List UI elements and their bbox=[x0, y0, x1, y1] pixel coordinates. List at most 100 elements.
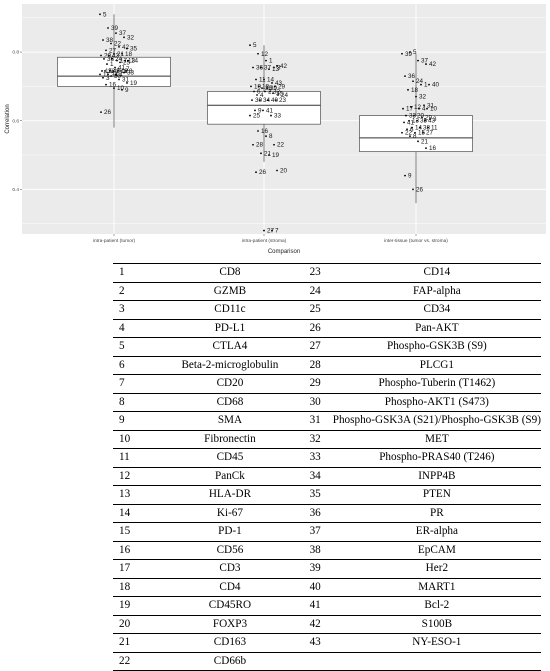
legend-cell-n: 4 bbox=[113, 318, 155, 338]
legend-row: 21 CD163 43 NY-ESO-1 bbox=[113, 633, 541, 652]
x-axis-title: Comparison bbox=[268, 249, 300, 255]
point-label: 40 bbox=[271, 97, 279, 104]
point-label: 15 bbox=[105, 68, 113, 75]
point-label: 33 bbox=[127, 70, 135, 77]
data-point bbox=[105, 49, 107, 52]
data-point bbox=[100, 54, 102, 57]
legend-cell-n2: 30 bbox=[305, 392, 333, 412]
point-label: 13 bbox=[412, 118, 420, 125]
data-point bbox=[121, 52, 123, 55]
point-label: 37 bbox=[421, 58, 429, 65]
data-point bbox=[126, 47, 128, 50]
data-point bbox=[110, 42, 112, 45]
point-label: 4 bbox=[119, 71, 123, 78]
point-label: 38 bbox=[265, 85, 273, 92]
data-point bbox=[425, 63, 427, 65]
legend-cell-n2: 41 bbox=[305, 596, 333, 615]
data-point bbox=[107, 73, 109, 76]
data-point bbox=[412, 188, 414, 191]
point-label: 20 bbox=[280, 167, 288, 174]
point-label: 40 bbox=[432, 82, 440, 89]
point-label: 42 bbox=[122, 44, 130, 51]
point-label: 13 bbox=[128, 58, 136, 65]
y-axis-ticks: 0.4 0.6 0.8 bbox=[12, 50, 22, 193]
data-point bbox=[415, 95, 417, 98]
point-label: 16 bbox=[429, 145, 437, 152]
point-label: 5 bbox=[103, 11, 107, 18]
legend-cell-name2: EpCAM bbox=[332, 540, 541, 560]
legend-cell-n: 17 bbox=[113, 559, 155, 578]
data-point bbox=[111, 58, 113, 60]
legend-row: 5 CTLA4 27 Phospho-GSK3B (S9) bbox=[113, 337, 541, 356]
legend-cell-name2: Bcl-2 bbox=[332, 596, 541, 615]
data-point bbox=[258, 85, 260, 88]
legend-cell-n: 5 bbox=[113, 337, 155, 356]
point-label: 41 bbox=[118, 65, 126, 72]
point-label: 22 bbox=[114, 40, 122, 47]
point-label: 11 bbox=[103, 71, 110, 78]
legend-cell-n2: 31 bbox=[305, 411, 333, 430]
point-label: 8 bbox=[413, 133, 417, 140]
point-label: 36 bbox=[256, 65, 264, 72]
data-point bbox=[411, 126, 413, 129]
data-point bbox=[251, 99, 253, 102]
legend-row: 9 SMA 31 Phospho-GSK3A (S21)/Phospho-GSK3B … bbox=[113, 411, 541, 430]
legend-cell-name: CD45 bbox=[154, 448, 306, 467]
point-label: 19 bbox=[272, 152, 280, 159]
legend-cell-name: CD66b bbox=[154, 651, 306, 671]
legend-cell-n2: 42 bbox=[305, 614, 333, 634]
data-point bbox=[118, 46, 120, 48]
legend-row: 15 PD-1 37 ER-alpha bbox=[113, 522, 541, 541]
data-point bbox=[256, 94, 258, 96]
data-point bbox=[257, 130, 259, 132]
legend-cell-name: CD45RO bbox=[154, 596, 306, 615]
data-point bbox=[255, 171, 257, 174]
point-label: 38 bbox=[106, 37, 114, 44]
point-label: 23 bbox=[279, 97, 287, 104]
data-point bbox=[409, 135, 411, 138]
point-label: 30 bbox=[114, 73, 122, 80]
data-point bbox=[254, 109, 256, 112]
data-point bbox=[255, 78, 257, 81]
data-point bbox=[271, 82, 273, 84]
legend-cell-name2: PR bbox=[332, 503, 541, 523]
box-group bbox=[57, 14, 473, 204]
data-point bbox=[103, 58, 105, 60]
legend-cell-n2: 36 bbox=[305, 503, 333, 523]
legend-cell-n: 2 bbox=[113, 281, 155, 301]
legend-cell-n: 11 bbox=[113, 448, 155, 467]
data-point bbox=[123, 36, 125, 39]
data-point bbox=[112, 70, 114, 72]
data-point bbox=[272, 92, 274, 95]
marker-legend-table: 1 CD8 23 CD14 2 GZMB 24 FAP-alpha 3 CD11c 25 CD34 4 P… bbox=[113, 263, 541, 671]
box-iqr bbox=[359, 115, 473, 152]
point-label: 2 bbox=[268, 89, 272, 96]
legend-cell-name: Fibronectin bbox=[154, 429, 306, 449]
legend-row: 14 Ki-67 36 PR bbox=[113, 503, 541, 523]
point-label: 43 bbox=[428, 118, 436, 125]
point-label: 42 bbox=[429, 61, 437, 68]
point-label: 10 bbox=[254, 83, 262, 90]
legend-cell-name: CD11c bbox=[154, 300, 306, 319]
legend-cell-n2: 29 bbox=[305, 374, 333, 393]
point-label: 2 bbox=[116, 68, 120, 75]
legend-row: 4 PD-L1 26 Pan-AKT bbox=[113, 318, 541, 338]
legend-cell-n: 7 bbox=[113, 374, 155, 393]
data-point bbox=[406, 128, 408, 131]
legend-cell-name2: Her2 bbox=[332, 559, 541, 578]
y-tick-label: 0.4 bbox=[12, 187, 19, 193]
legend-cell-name2: ER-alpha bbox=[332, 522, 541, 541]
data-point bbox=[418, 107, 420, 110]
legend-cell-n2: 32 bbox=[305, 429, 333, 449]
point-label: 18 bbox=[262, 83, 270, 90]
data-point bbox=[125, 70, 127, 72]
data-point bbox=[421, 116, 423, 119]
box-iqr bbox=[207, 91, 321, 125]
data-point bbox=[104, 70, 106, 72]
legend-cell-n: 15 bbox=[113, 522, 155, 541]
point-label: 1 bbox=[424, 82, 428, 89]
legend-cell-name2: Phospho-GSK3B (S9) bbox=[332, 337, 541, 356]
data-point bbox=[252, 66, 254, 69]
data-point bbox=[428, 83, 430, 86]
point-label: 22 bbox=[277, 142, 285, 149]
